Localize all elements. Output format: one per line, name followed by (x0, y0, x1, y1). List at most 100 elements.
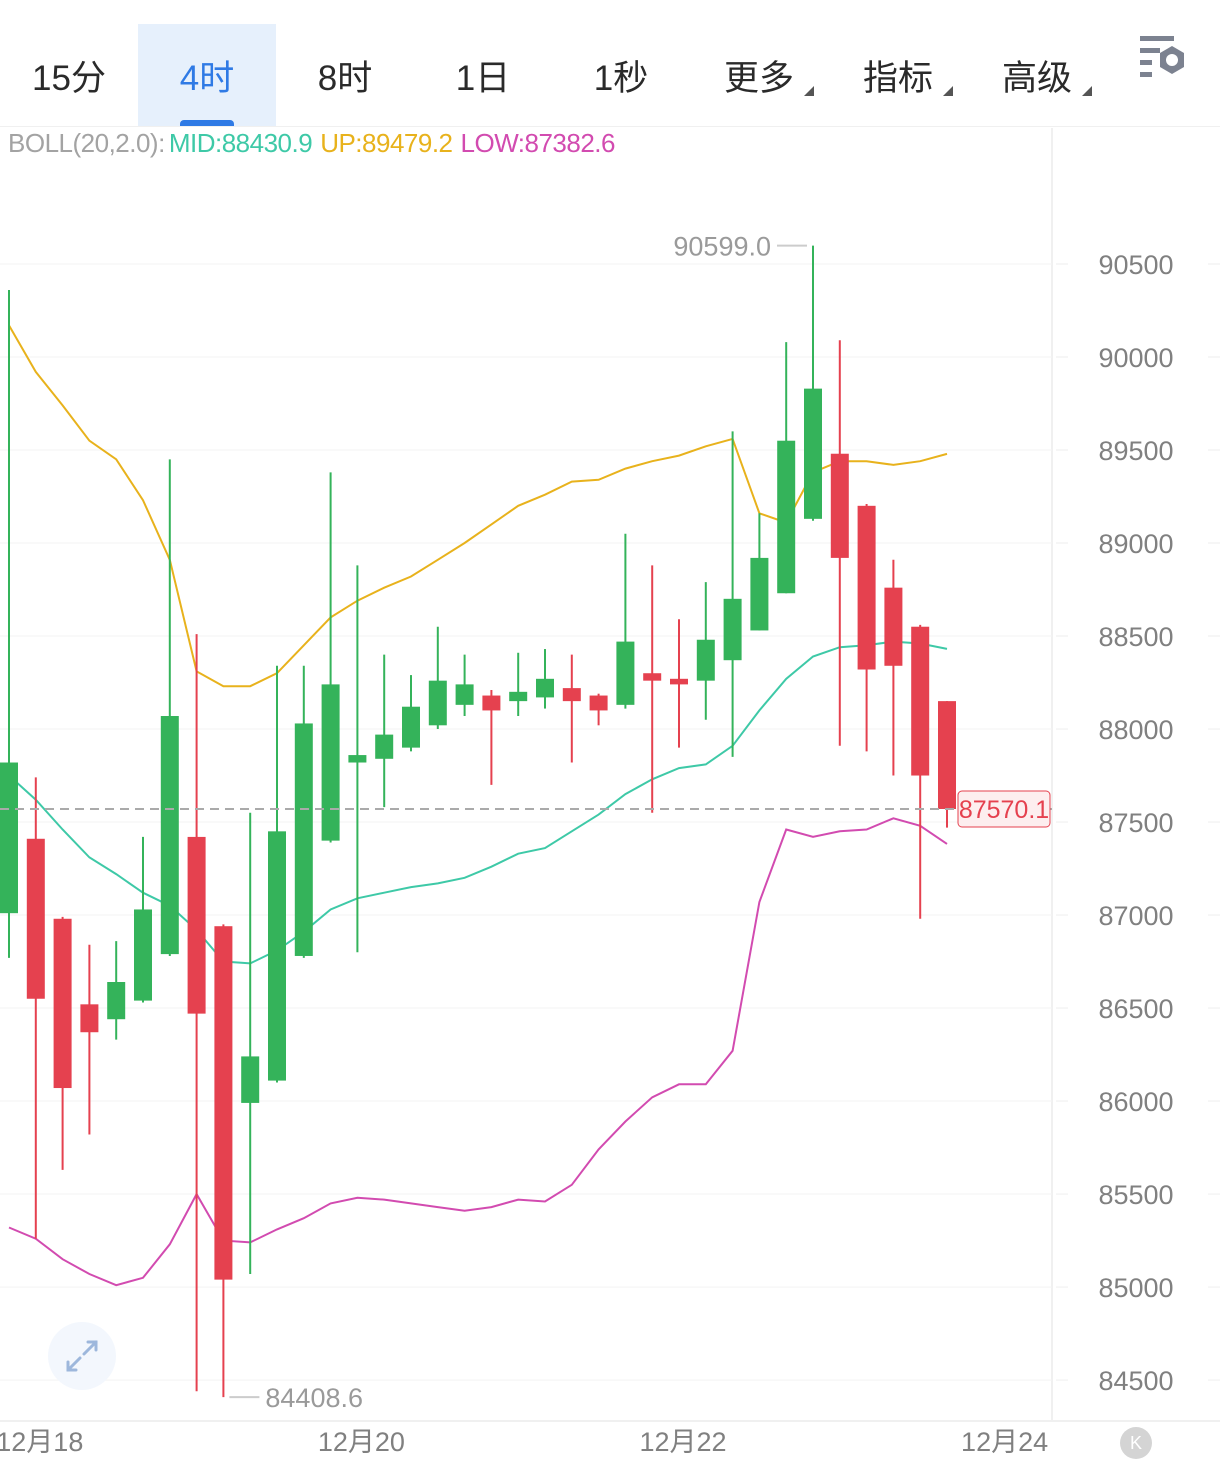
expand-arrows-icon[interactable] (48, 1322, 116, 1390)
candle-body (428, 680, 447, 726)
candle-body (670, 678, 688, 685)
candle (723, 431, 742, 757)
boll-up-value: UP:89479.2 (320, 128, 453, 158)
candle-body (402, 706, 420, 748)
candle (402, 675, 420, 752)
candle (777, 342, 796, 594)
candle-body (804, 388, 822, 519)
candle (804, 245, 822, 521)
candle-body (536, 678, 554, 698)
last-price-tag (957, 790, 1051, 828)
x-tick-label: 12月18 (0, 1427, 83, 1457)
candle (428, 626, 447, 730)
tab-advanced[interactable]: 高级 (968, 24, 1106, 126)
y-tick-label: 86500 (1098, 994, 1173, 1024)
candle-body (830, 453, 849, 558)
y-tick-label: 88500 (1098, 622, 1173, 652)
candle (455, 654, 474, 717)
candle (884, 559, 903, 776)
candle (348, 565, 367, 953)
tab-label: 15分 (32, 58, 106, 98)
dropdown-triangle-icon (1082, 86, 1092, 96)
candle (482, 689, 501, 785)
candle-body (857, 505, 876, 670)
candle-body (187, 836, 206, 1014)
candle (80, 944, 99, 1135)
candle (268, 665, 286, 1083)
tab-4h[interactable]: 4时 (138, 24, 276, 126)
boll-legend: BOLL(20,2.0): MID:88430.9 UP:89479.2 LOW:87… (8, 128, 623, 159)
candle (107, 941, 126, 1040)
candle (134, 836, 152, 1003)
candle-body (589, 695, 608, 711)
divider (0, 126, 1220, 127)
x-tick-label: 12月22 (639, 1427, 726, 1457)
y-tick-label: 85500 (1098, 1180, 1173, 1210)
timeframe-tabs: 15分 4时 8时 1日 1秒 更多 指标 高级 (0, 24, 1220, 126)
max-price-label: 90599.0 (673, 232, 771, 262)
tab-label: 8时 (317, 58, 373, 98)
candle-body (616, 641, 635, 705)
x-tick-label: 12月24 (961, 1427, 1048, 1457)
candle-body (134, 909, 152, 1001)
candle-body (509, 691, 528, 702)
min-price-label: 84408.6 (265, 1383, 363, 1413)
candle-body (294, 723, 313, 956)
tab-label: 高级 (1001, 58, 1072, 98)
candle-body (268, 831, 286, 1081)
tab-label: 1秒 (593, 58, 649, 98)
candle-body (911, 626, 930, 776)
candle (160, 459, 179, 956)
last-price-label: 87570.1 (959, 796, 1049, 824)
tab-1s[interactable]: 1秒 (552, 24, 690, 126)
candle-body (348, 755, 367, 763)
k-logo-button[interactable]: K (1120, 1427, 1152, 1459)
candle (643, 565, 662, 813)
active-tab-indicator (180, 120, 234, 126)
tab-15min[interactable]: 15分 (0, 24, 138, 126)
candle-body (884, 587, 903, 666)
y-tick-label: 89000 (1098, 529, 1173, 559)
chart-settings-icon[interactable] (1132, 30, 1192, 90)
candle (214, 924, 233, 1398)
candle-body (26, 838, 45, 999)
y-tick-label: 87000 (1098, 901, 1173, 931)
candle-body (107, 982, 126, 1020)
candle-body (562, 688, 581, 702)
tab-label: 1日 (455, 58, 511, 98)
tab-1d[interactable]: 1日 (414, 24, 552, 126)
candle (696, 582, 715, 720)
candle (241, 812, 260, 1275)
tab-8h[interactable]: 8时 (276, 24, 414, 126)
boll-low-value: LOW:87382.6 (460, 128, 616, 158)
candle-body (696, 639, 715, 681)
candle (53, 916, 72, 1170)
candle (857, 503, 876, 752)
candle (509, 652, 528, 717)
y-tick-label: 87500 (1098, 808, 1173, 838)
boll-params: BOLL(20,2.0): (8, 128, 165, 158)
candle-body (0, 762, 18, 914)
x-tick-label: 12月20 (318, 1427, 405, 1457)
candle-body (938, 701, 956, 809)
candle (321, 472, 340, 843)
boll-mid-value: MID:88430.9 (168, 128, 313, 158)
candle-body (723, 598, 742, 661)
y-tick-label: 88000 (1098, 715, 1173, 745)
candle (938, 701, 956, 828)
candle (616, 533, 635, 709)
candle (26, 777, 45, 1239)
candle-body (482, 695, 501, 711)
candle-body (241, 1056, 260, 1103)
candle-body (643, 673, 662, 681)
candle (375, 654, 394, 808)
tab-more[interactable]: 更多 (690, 24, 828, 126)
y-tick-label: 90500 (1098, 250, 1173, 280)
candle (830, 340, 849, 746)
tab-indicators[interactable]: 指标 (829, 24, 967, 126)
candle (536, 649, 554, 709)
candle-body (777, 440, 796, 594)
y-tick-label: 89500 (1098, 436, 1173, 466)
candle-body (214, 926, 233, 1280)
